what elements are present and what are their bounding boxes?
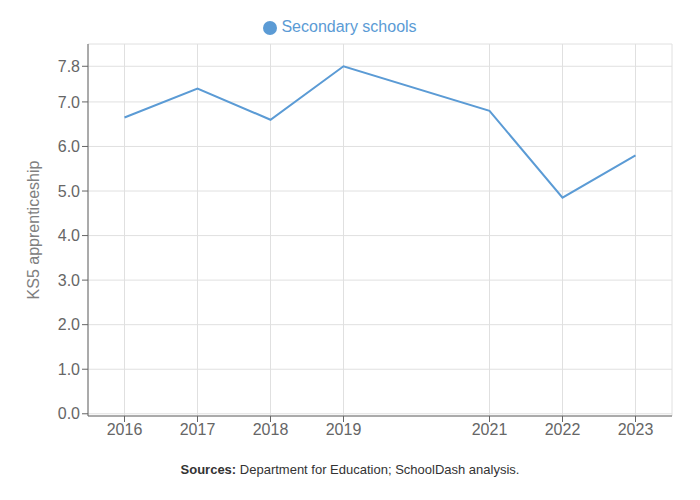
svg-text:1.0: 1.0: [58, 361, 80, 378]
svg-text:4.0: 4.0: [58, 227, 80, 244]
svg-text:6.0: 6.0: [58, 138, 80, 155]
svg-text:5.0: 5.0: [58, 183, 80, 200]
svg-text:0.0: 0.0: [58, 405, 80, 422]
svg-text:2017: 2017: [180, 421, 216, 438]
svg-text:2.0: 2.0: [58, 316, 80, 333]
html-text:Sources: Department for Educat: Sources: Department for Education; Schoo…: [180, 462, 520, 477]
svg-text:3.0: 3.0: [58, 272, 80, 289]
svg-text:7.8: 7.8: [58, 58, 80, 75]
svg-text:2016: 2016: [107, 421, 143, 438]
svg-text:2019: 2019: [326, 421, 362, 438]
html-text:Secondary schools: Secondary schools: [281, 18, 417, 35]
svg-text:2021: 2021: [472, 421, 508, 438]
svg-text:2022: 2022: [545, 421, 581, 438]
svg-text:KS5 apprenticeship: KS5 apprenticeship: [25, 161, 42, 300]
svg-text:7.0: 7.0: [58, 94, 80, 111]
svg-text:2018: 2018: [253, 421, 289, 438]
svg-text:2023: 2023: [618, 421, 654, 438]
